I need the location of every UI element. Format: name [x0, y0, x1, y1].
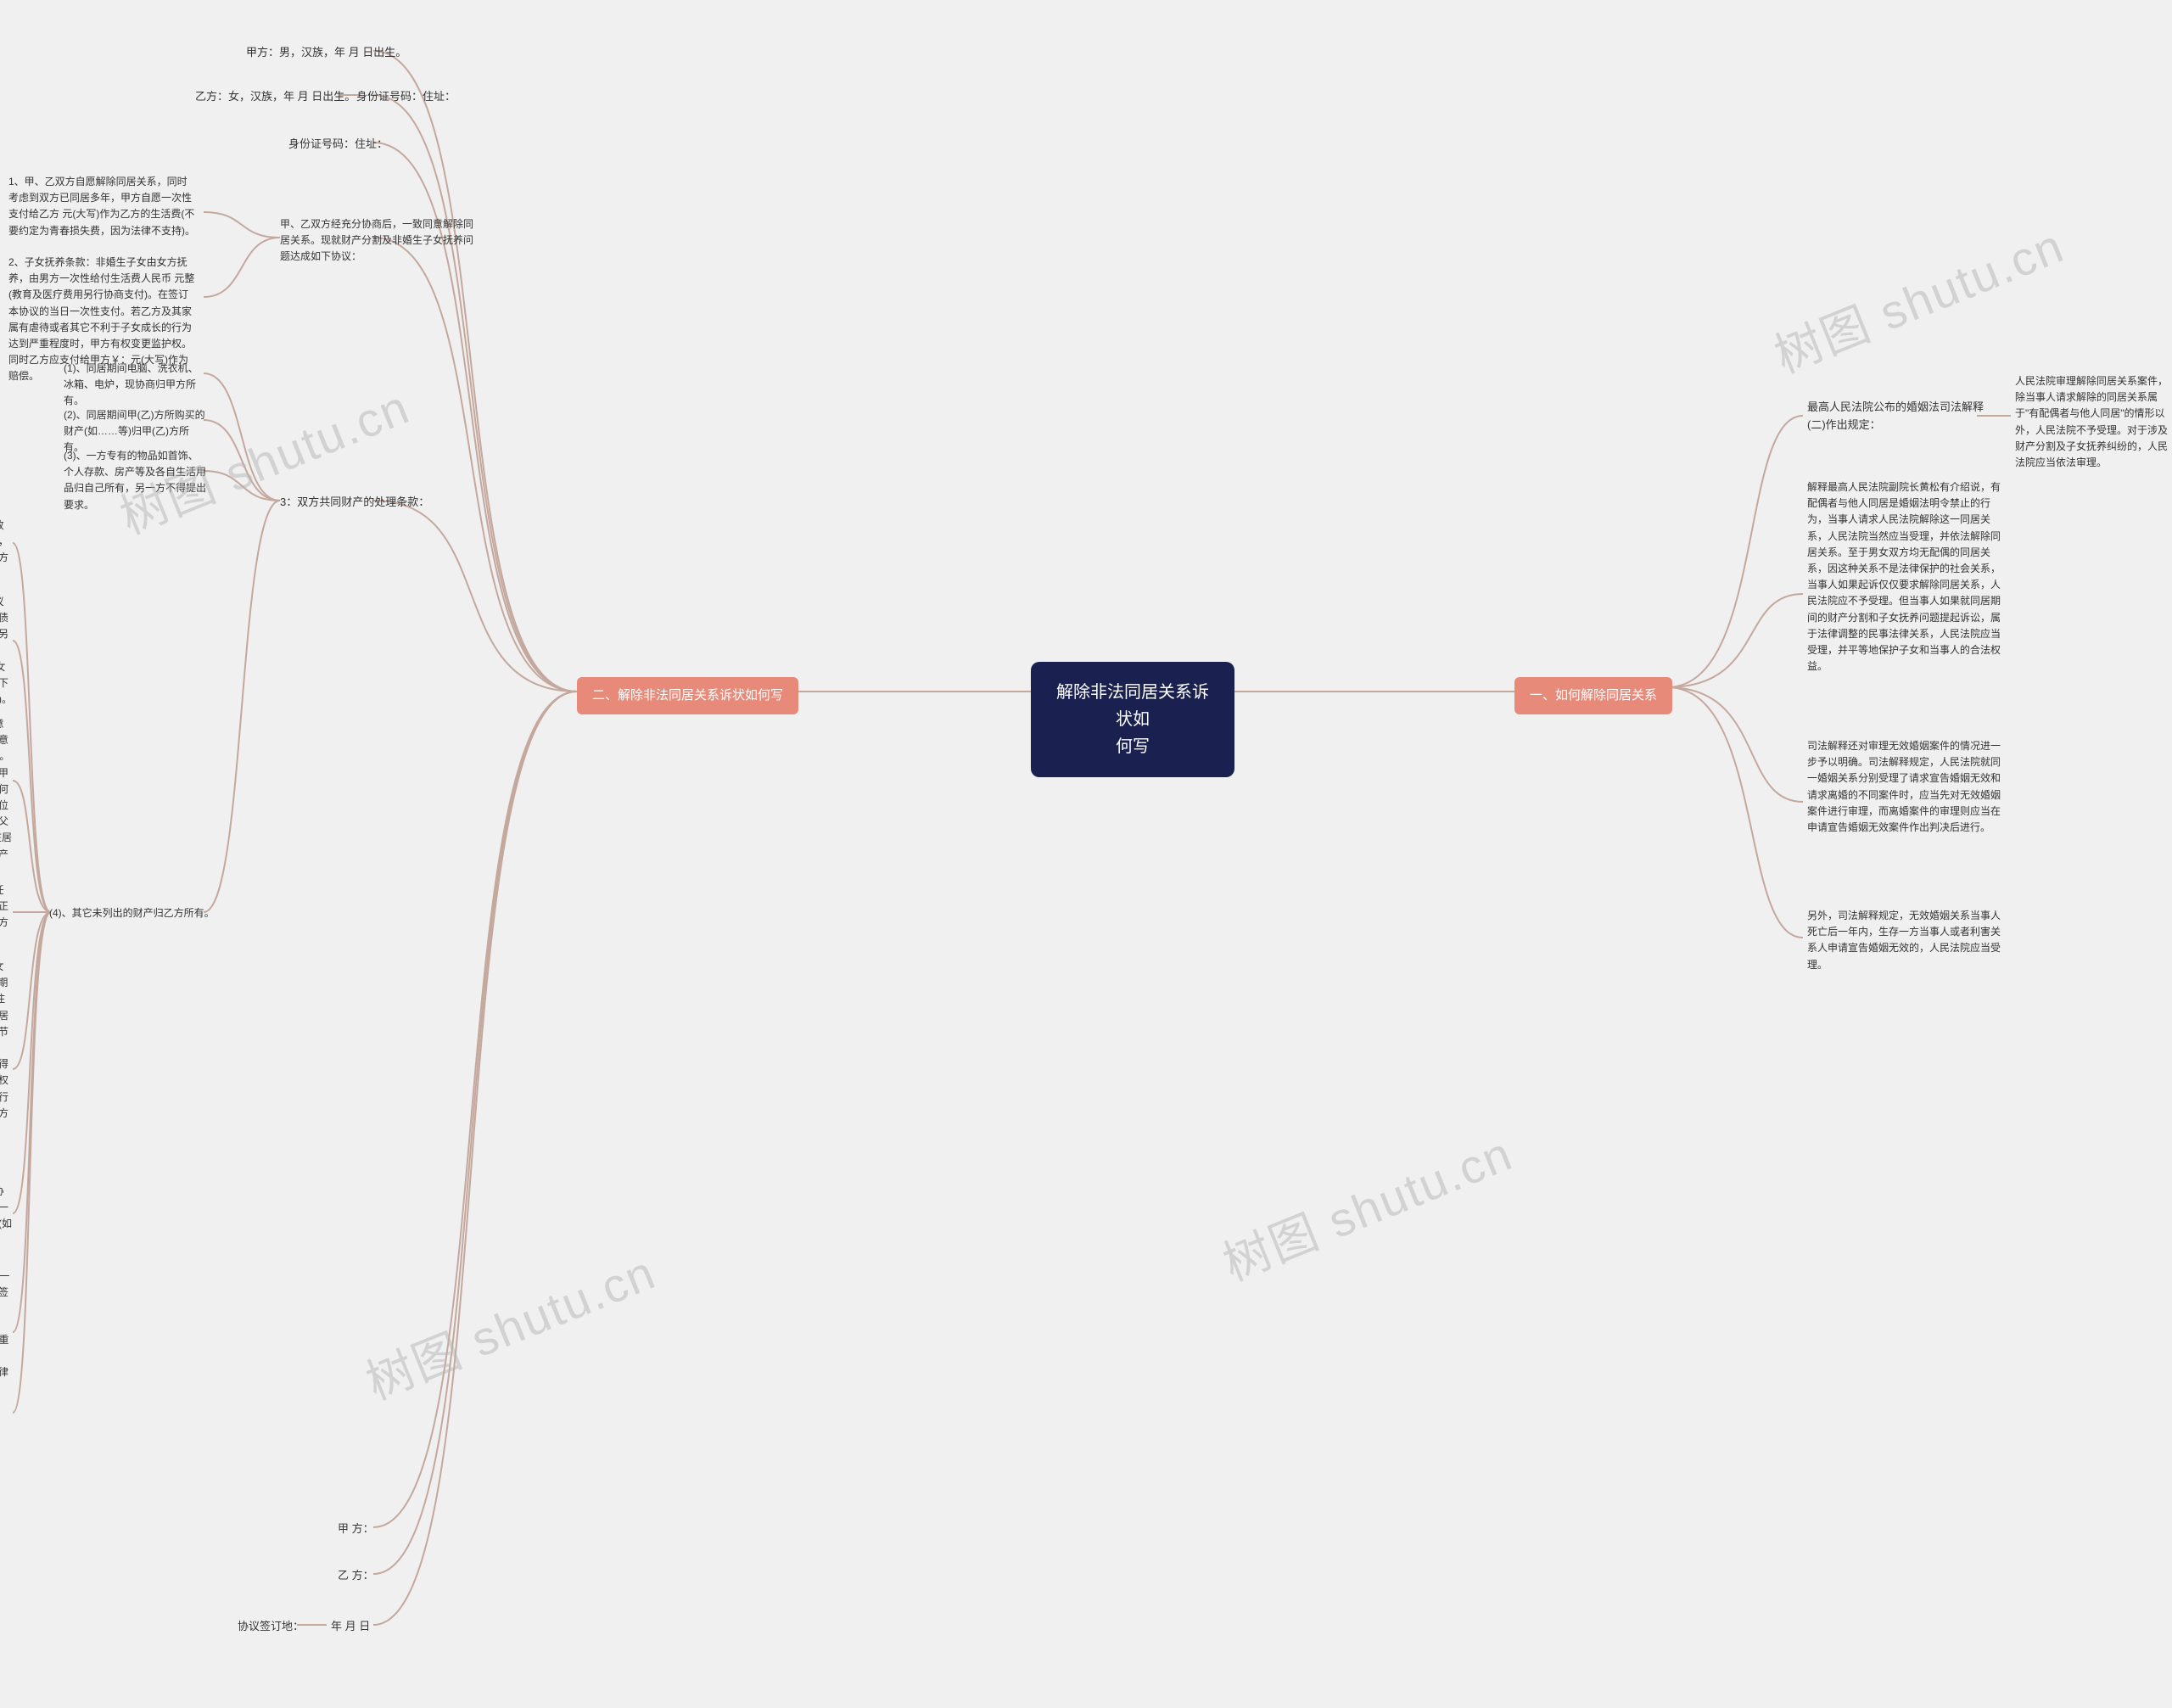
- left-bottom-3: 年 月 日: [331, 1618, 370, 1636]
- left-top-1: 甲方：男，汉族，年 月 日出生。: [246, 44, 406, 62]
- left-list11: 11、上述内容是我们双方经过慎重考虑，反复协商的，是真实无误的，我们保证执行并对…: [0, 1332, 13, 1397]
- branch-left[interactable]: 二、解除非法同居关系诉状如何写: [577, 677, 798, 714]
- left-bottom-2: 乙 方：: [338, 1567, 374, 1585]
- left-list10: 10、本协议一式两份，双方各执一份，均具同等法律效力。在双方签字后立即生效。: [0, 1268, 13, 1318]
- left-group2-item1: (1)、同居期间电脑、洗衣机、冰箱、电炉，现协商归甲方所有。: [64, 361, 208, 410]
- center-title-line1: 解除非法同居关系诉状如: [1055, 679, 1211, 733]
- watermark-2: 树图 shutu.cn: [355, 1235, 664, 1413]
- left-list7: 7、双方签订本协议之后，甲乙任何一方不得以任何理由扰乱对方正常的工作和生活，否则…: [0, 882, 13, 948]
- left-list5: 5、债权债务处理条款：至本协议签订之日止，甲、乙双方无共同债务。为防止一方伪造债…: [0, 594, 13, 708]
- right-item-3: 司法解释还对审理无效婚姻案件的情况进一步予以明确。司法解释规定，人民法院就同一婚…: [1807, 738, 2002, 836]
- left-bottom-1: 甲 方：: [338, 1520, 374, 1538]
- left-group2-item3: (3)、一方专有的物品如首饰、个人存款、房产等及各自生活用品归自己所有，另一方不…: [64, 448, 208, 513]
- right-item-4: 另外，司法解释规定，无效婚姻关系当事人死亡后一年内，生存一方当事人或者利害关系人…: [1807, 908, 2002, 973]
- left-group1-item1: 1、甲、乙双方自愿解除同居关系，同时考虑到双方已同居多年，甲方自愿一次性支付给乙…: [8, 174, 195, 239]
- right-item-2: 解释最高人民法院副院长黄松有介绍说，有配偶者与他人同居是婚姻法明令禁止的行为，当…: [1807, 479, 2002, 675]
- left-group1-main: 甲、乙双方经充分协商后，一致同意解除同居关系。现就财产分割及非婚生子女抚养问题达…: [280, 216, 475, 266]
- left-list4: 4、女方现已怀有身孕，双方一致同意采取提前终止妊娠手术处理，由此而产生的相关医疗…: [0, 518, 13, 583]
- left-list9: 9、双方签订本协议后，如必须协助乙方办理有关登记的事项，另一方必须本着善意的原则…: [0, 1184, 13, 1249]
- left-list6: 6、鉴于甲方现无住所，乙方同意甲方暂时居住于现房屋，甲方同意于****年**月*…: [0, 716, 13, 879]
- center-title-line2: 何写: [1055, 733, 1211, 760]
- watermark-4: 树图 shutu.cn: [1763, 208, 2073, 386]
- right-item-1-detail: 人民法院审理解除同居关系案件，除当事人请求解除的同居关系属于"有配偶者与他人同居…: [2015, 373, 2168, 471]
- left-bottom-3-sub: 协议签订地：: [238, 1618, 304, 1636]
- left-group2-main: 3：双方共同财产的处理条款：: [280, 494, 429, 512]
- branch-right-label: 一、如何解除同居关系: [1530, 688, 1657, 703]
- left-top-2-sub: 身份证号码：住址：: [356, 88, 456, 106]
- left-top-3: 身份证号码：住址：: [288, 136, 388, 154]
- watermark-3: 树图 shutu.cn: [1212, 1116, 1521, 1294]
- left-group2-item4: (4)、其它未列出的财产归乙方所有。: [49, 905, 215, 921]
- left-top-2: 乙方：女，汉族，年 月 日出生。: [195, 88, 355, 106]
- left-list8: 8、探视条款：男方每月可探望女儿(儿子) 次，在每月的第一个星期六早上八时接女儿…: [0, 959, 13, 1138]
- center-node[interactable]: 解除非法同居关系诉状如 何写: [1031, 662, 1234, 777]
- branch-right[interactable]: 一、如何解除同居关系: [1514, 677, 1672, 714]
- right-item-1: 最高人民法院公布的婚姻法司法解释(二)作出规定：: [1807, 399, 1994, 434]
- branch-left-label: 二、解除非法同居关系诉状如何写: [592, 688, 783, 703]
